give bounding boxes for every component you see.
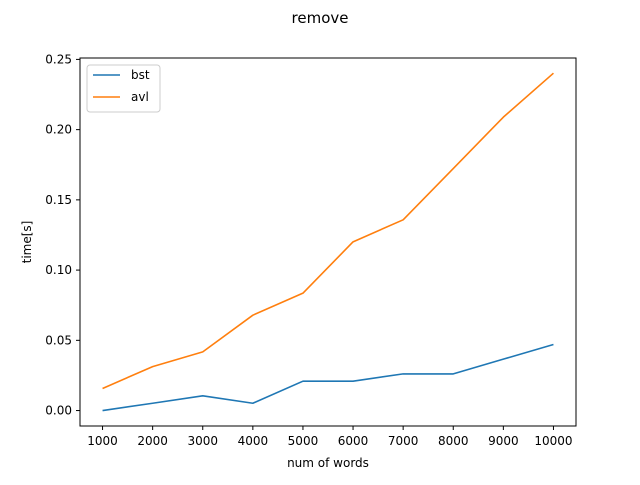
y-tick-label: 0.00	[45, 404, 72, 418]
y-tick-label: 0.20	[45, 123, 72, 137]
series-line-bst	[102, 343, 554, 412]
x-tick-label: 9000	[488, 434, 519, 448]
y-tick-label: 0.05	[45, 333, 72, 347]
plot-lines	[102, 72, 554, 412]
series-line-avl	[102, 72, 554, 390]
x-tick-label: 1000	[87, 434, 118, 448]
x-tick-label: 3000	[187, 434, 218, 448]
y-tick-label: 0.15	[45, 193, 72, 207]
x-tick-label: 10000	[534, 434, 572, 448]
x-tick-label: 5000	[288, 434, 319, 448]
chart-title: remove	[292, 9, 349, 27]
plot-frame	[79, 57, 577, 427]
x-tick-label: 6000	[338, 434, 369, 448]
legend-label-bst: bst	[131, 68, 150, 82]
legend-frame	[86, 64, 161, 113]
legend-label-avl: avl	[131, 90, 149, 104]
x-tick-label: 7000	[388, 434, 419, 448]
legend: bst avl	[86, 64, 161, 113]
y-tick-label: 0.25	[45, 52, 72, 66]
x-axis: 1000 2000 3000 4000 5000 6000 7000 8000 9000 1000…	[87, 426, 573, 448]
y-axis-label: time[s]	[20, 221, 34, 264]
x-axis-label: num of words	[287, 456, 369, 470]
x-tick-label: 2000	[137, 434, 168, 448]
y-axis: 0.00 0.05 0.10 0.15 0.20 0.25	[45, 52, 80, 418]
x-tick-label: 8000	[438, 434, 469, 448]
y-tick-label: 0.10	[45, 263, 72, 277]
x-tick-label: 4000	[238, 434, 269, 448]
